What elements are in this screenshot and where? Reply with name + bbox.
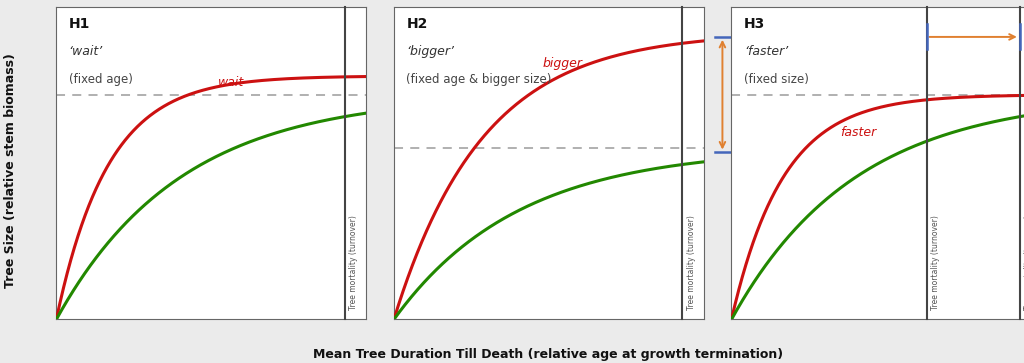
Text: (fixed age): (fixed age) xyxy=(69,73,132,86)
Text: ‘faster’: ‘faster’ xyxy=(743,45,788,58)
Text: wait: wait xyxy=(217,76,244,89)
Text: bigger: bigger xyxy=(543,57,583,70)
Text: (fixed age & bigger size): (fixed age & bigger size) xyxy=(407,73,552,86)
Text: ‘wait’: ‘wait’ xyxy=(69,45,103,58)
Text: Tree Size (relative stem biomass): Tree Size (relative stem biomass) xyxy=(4,53,16,288)
Text: (fixed size): (fixed size) xyxy=(743,73,809,86)
Text: Tree mortality (turnover): Tree mortality (turnover) xyxy=(932,215,940,310)
Text: H1: H1 xyxy=(69,17,90,30)
Text: H3: H3 xyxy=(743,17,765,30)
Text: faster: faster xyxy=(840,126,877,139)
Text: Mean Tree Duration Till Death (relative age at growth termination): Mean Tree Duration Till Death (relative … xyxy=(312,348,783,361)
Text: ‘bigger’: ‘bigger’ xyxy=(407,45,455,58)
Text: Tree mortality (turnover): Tree mortality (turnover) xyxy=(349,215,358,310)
Text: H2: H2 xyxy=(407,17,428,30)
Text: Tree mortality (turnover): Tree mortality (turnover) xyxy=(687,215,695,310)
